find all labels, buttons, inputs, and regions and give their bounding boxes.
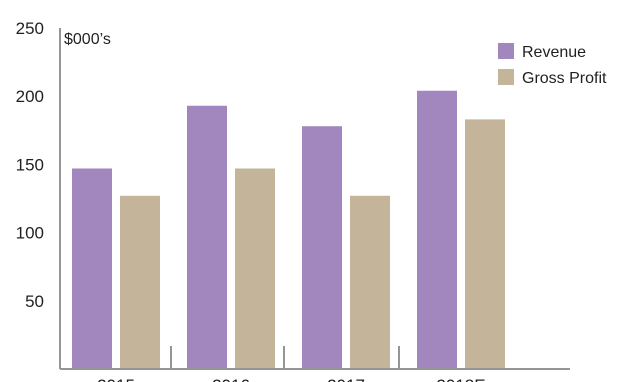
bar-gross-profit-2018e [465, 119, 505, 369]
legend-swatch [498, 43, 514, 59]
x-axis-tick-labels: 2015 2016 2017 2018E [97, 376, 486, 382]
x-tick-label: 2015 [97, 376, 135, 382]
y-tick-label: 150 [16, 155, 44, 174]
y-tick-label: 250 [16, 19, 44, 38]
legend: Revenue Gross Profit [498, 43, 607, 87]
x-tick-label: 2016 [212, 376, 250, 382]
legend-swatch [498, 69, 514, 85]
y-tick-label: 100 [16, 224, 44, 243]
y-tick-label: 50 [25, 292, 44, 311]
x-tick-label: 2018E [436, 376, 485, 382]
legend-label: Gross Profit [522, 70, 607, 87]
legend-label: Revenue [522, 44, 586, 61]
bar-revenue-2016 [187, 105, 227, 370]
unit-label: $000’s [64, 31, 111, 48]
bar-gross-profit-2015 [120, 195, 160, 369]
bar-revenue-2018e [417, 90, 457, 369]
x-axis-ticks [170, 346, 400, 369]
y-axis-tick-labels: 50 100 150 200 250 [16, 19, 44, 311]
bar-gross-profit-2016 [235, 168, 275, 369]
x-tick-label: 2017 [327, 376, 365, 382]
bar-revenue-2017 [302, 126, 342, 369]
y-tick-label: 200 [16, 87, 44, 106]
bar-gross-profit-2017 [350, 195, 390, 369]
bar-revenue-2015 [72, 168, 112, 369]
bars [72, 90, 505, 370]
